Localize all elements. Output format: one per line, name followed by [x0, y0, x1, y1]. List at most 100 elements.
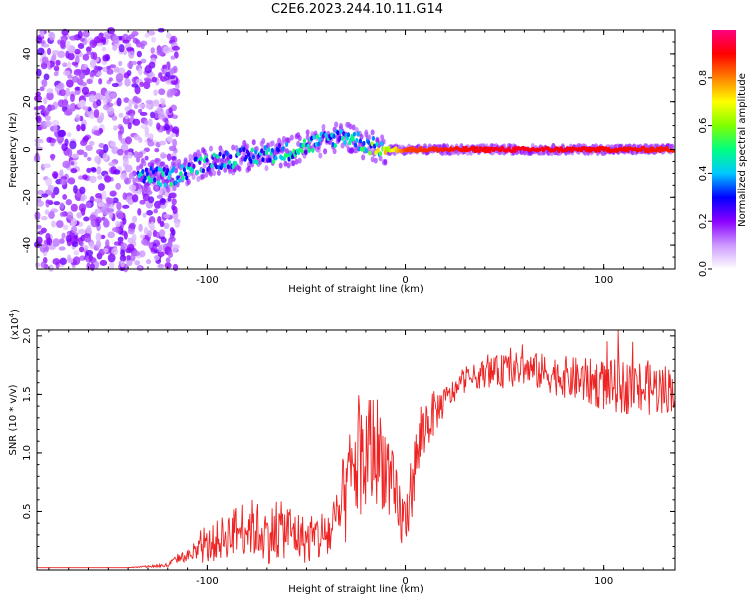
spectrogram-point [119, 125, 125, 135]
spectrogram-point [67, 132, 72, 138]
spectrogram-point [131, 215, 138, 223]
spectrogram-point [78, 71, 86, 80]
spectrogram-point [196, 175, 201, 182]
spectrogram-point [359, 133, 364, 140]
spectrogram-point [166, 167, 170, 173]
spectrogram-point [267, 147, 271, 153]
spectrogram-point [80, 196, 86, 202]
spectrogram-point [124, 114, 130, 120]
spectrogram-point [166, 135, 173, 142]
spectrogram-point [172, 263, 179, 272]
spectrogram-point [105, 197, 111, 203]
snr-y-tick-label: 0.5 [22, 504, 33, 520]
spectrogram-point [140, 238, 148, 246]
spectrogram-point [96, 99, 102, 107]
spectrogram-point [148, 196, 155, 204]
snr-background [37, 330, 675, 570]
spectrogram-point [73, 250, 80, 256]
spectrogram-point [131, 83, 139, 88]
spectrogram-point [65, 40, 71, 50]
spectrogram-point [62, 160, 71, 169]
spectrogram-point [128, 49, 135, 59]
spectrogram-point [99, 259, 108, 266]
spectrogram-point [172, 126, 180, 135]
spectrogram-point [124, 177, 132, 185]
spectrogram-point [264, 165, 269, 172]
spectrogram-point [39, 243, 47, 248]
spectrogram-point [144, 119, 149, 126]
spectrogram-point [132, 177, 137, 184]
spectrogram-point [305, 134, 310, 141]
colorbar-label: Normalized spectral amplitude [737, 73, 748, 227]
spectrogram-point [162, 45, 170, 54]
spectrogram-point [472, 146, 477, 150]
spectrogram-y-tick-label: 40 [22, 48, 33, 61]
spectrogram-point [266, 158, 270, 164]
spectrogram-point [348, 123, 353, 130]
spectrogram-point [140, 43, 145, 50]
spectrogram-point [334, 121, 339, 128]
spectrogram-point [35, 262, 41, 268]
spectrogram-point [146, 209, 154, 216]
spectrogram-point [95, 240, 102, 249]
spectrogram-point [332, 133, 336, 139]
spectrogram-point [418, 148, 422, 153]
spectrogram-point [116, 201, 122, 211]
spectrogram-point [380, 141, 384, 147]
spectrogram-point [137, 151, 144, 158]
spectrogram-point [78, 203, 87, 213]
spectrogram-point [276, 147, 280, 153]
spectrogram-point [67, 148, 73, 158]
snr-x-tick-label: -100 [196, 576, 219, 587]
spectrogram-point [258, 159, 263, 166]
spectrogram-point [654, 149, 658, 153]
spectrogram-point [127, 122, 132, 130]
spectrogram-point [343, 139, 347, 145]
spectrogram-point [36, 236, 43, 245]
spectrogram-point [434, 146, 439, 151]
spectrogram-point [355, 138, 359, 144]
spectrogram-point [150, 47, 155, 54]
spectrogram-point [157, 113, 165, 120]
snr-y-label: SNR (10 * v/v) [8, 384, 19, 455]
spectrogram-point [251, 139, 256, 146]
spectrogram-point [55, 220, 64, 228]
spectrogram-point [160, 197, 166, 206]
spectrogram-point [168, 107, 173, 114]
spectrogram-point [513, 149, 517, 153]
spectrogram-point [358, 138, 362, 144]
spectrogram-point [373, 157, 378, 164]
spectrogram-point [46, 237, 53, 246]
spectrogram-point [199, 156, 203, 162]
spectrogram-point [174, 180, 178, 186]
spectrogram-point [184, 171, 188, 177]
spectrogram-point [63, 110, 72, 116]
spectrogram-point [133, 151, 139, 158]
spectrogram-point [34, 95, 43, 102]
spectrogram-point [170, 55, 176, 60]
spectrogram-point [122, 49, 128, 56]
spectrogram-point [45, 177, 52, 187]
spectrogram-point [53, 124, 58, 133]
spectrogram-point [165, 257, 171, 264]
spectrogram-point [96, 42, 104, 47]
spectrogram-point [53, 186, 60, 196]
spectrogram-x-label: Height of straight line (km) [288, 284, 424, 295]
spectrogram-point [60, 40, 66, 49]
spectrogram-point [115, 220, 121, 228]
spectrogram-point [218, 151, 222, 157]
spectrogram-point [172, 138, 178, 148]
spectrogram-point [40, 261, 46, 268]
spectrogram-point [370, 129, 375, 136]
spectrogram-point [93, 129, 100, 136]
spectrogram-point [144, 155, 149, 161]
spectrogram-point [152, 100, 160, 107]
spectrogram-point [81, 86, 90, 95]
spectrogram-point [163, 182, 167, 188]
spectrogram-point [115, 182, 122, 190]
spectrogram-point [181, 175, 185, 181]
spectrogram-point [87, 156, 92, 162]
spectrogram-point [111, 115, 118, 121]
spectrogram-point [333, 143, 337, 149]
spectrogram-point [208, 145, 213, 152]
